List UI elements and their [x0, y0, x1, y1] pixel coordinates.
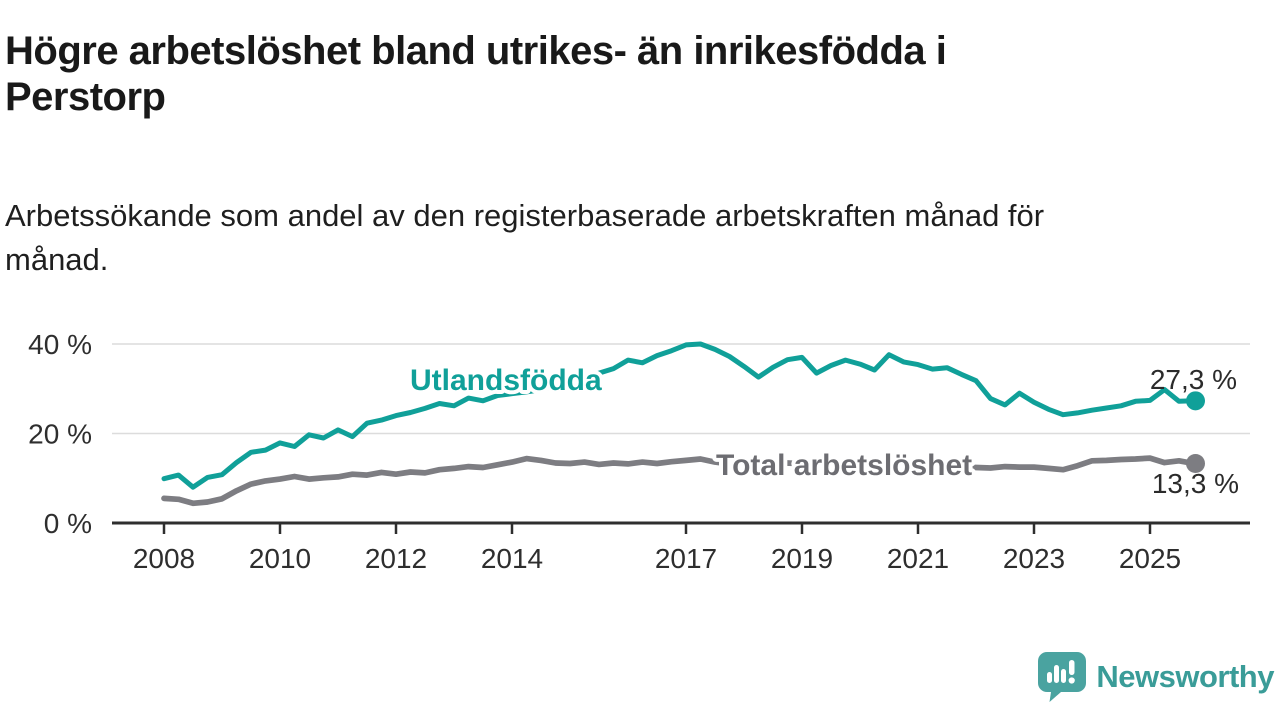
series-label-utlandsfodda: Utlandsfödda: [410, 364, 602, 397]
x-tick-label-2021: 2021: [887, 543, 949, 574]
series-line-utlandsfodda: [161, 341, 1196, 490]
chart-subtitle-line-1: Arbetssökande som andel av den registerb…: [5, 198, 1045, 233]
x-tick-label-2023: 2023: [1003, 543, 1065, 574]
y-axis-label-20: 20 %: [28, 419, 92, 450]
bar-chart-speech-bubble-icon: [1038, 652, 1087, 702]
newsworthy-logo-text: Newsworthy: [1096, 659, 1274, 694]
x-tick-label-2017: 2017: [655, 543, 717, 574]
y-axis-label-0: 0 %: [44, 508, 92, 539]
series-end-dot-utlandsfodda: [1186, 391, 1205, 411]
x-tick-label-2014: 2014: [481, 543, 543, 574]
chart-title-line-2: Perstorp: [5, 75, 166, 119]
x-tick-label-2019: 2019: [771, 543, 833, 574]
x-tick-label-2025: 2025: [1119, 543, 1181, 574]
line-chart: 0 % 20 % 40 % Utlandsfödda Total arbetslöshe…: [28, 329, 1250, 574]
x-tick-label-2012: 2012: [365, 543, 427, 574]
series-end-dot-total-arbetsloshet: [1186, 453, 1205, 473]
chart-title-line-1: Högre arbetslöshet bland utrikes- än inr…: [5, 29, 947, 73]
chart-subtitle: Arbetssökande som andel av den registerb…: [5, 194, 1265, 282]
end-value-label-total-arbetsloshet: 13,3 %: [1152, 468, 1239, 499]
chart-subtitle-line-2: månad.: [5, 242, 109, 277]
x-tick-label-2010: 2010: [249, 543, 311, 574]
y-axis-label-40: 40 %: [28, 329, 92, 360]
chart-title: Högre arbetslöshet bland utrikes- än inr…: [5, 28, 1265, 120]
newsworthy-logo: Newsworthy: [1038, 652, 1274, 702]
series-line-total-arbetsloshet: [161, 455, 1197, 507]
end-value-label-utlandsfodda: 27,3 %: [1150, 364, 1237, 395]
x-tick-label-2008: 2008: [133, 543, 195, 574]
series-label-total-arbetsloshet: Total arbetslöshet: [716, 449, 972, 482]
